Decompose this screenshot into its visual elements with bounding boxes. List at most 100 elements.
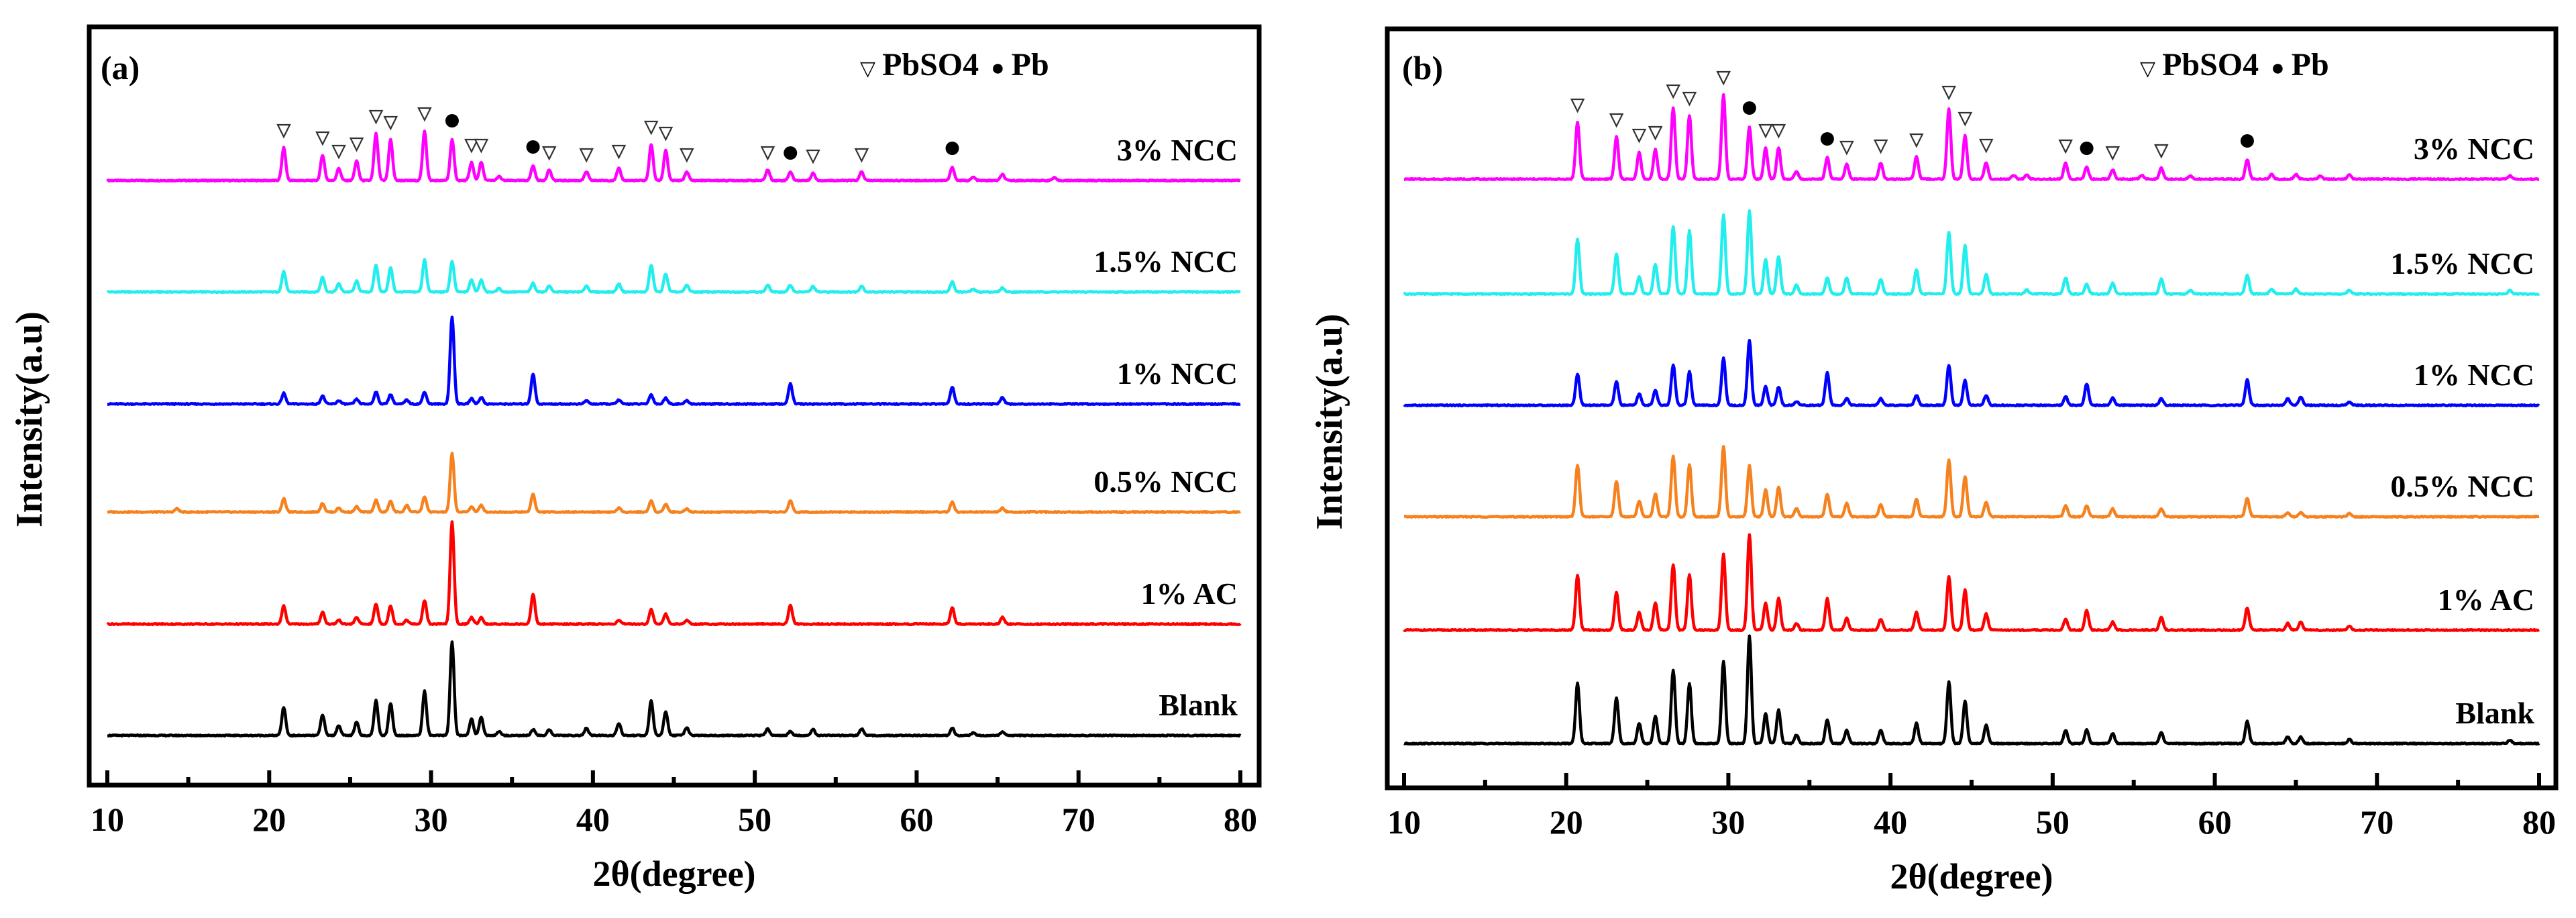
x-tick-label: 10 [91,801,124,838]
pbso4-marker-icon [806,149,820,164]
series-label: 3% NCC [2414,132,2534,166]
pbso4-marker-icon [1771,123,1786,139]
pbso4-marker-icon [1957,111,1973,127]
pb-marker-icon [526,140,540,154]
pbso4-marker-icon [760,146,775,161]
pbso4-marker-icon [2154,144,2169,159]
pbso4-marker-icon [680,148,694,163]
plot-frame [87,24,1262,788]
x-tick-label: 40 [1874,803,1907,841]
x-tick-label: 20 [1550,803,1583,841]
legend-triangle-icon: ▽ [2140,58,2155,80]
pbso4-marker-icon [474,138,489,154]
panel-b: 10 20 30 40 50 60 70 80 2θ(degree) Intensity(a.u)… [1309,26,2559,897]
pbso4-marker-icon [658,126,674,142]
series-label: 1% AC [1141,576,1238,611]
legend-label: PbSO4 [2162,47,2259,83]
pbso4-marker-icon [1758,123,1773,139]
pbso4-marker-icon [383,115,398,131]
series-label: 1% NCC [1117,356,1238,391]
pbso4-marker-icon [368,109,384,125]
pbso4-marker-icon [464,138,479,154]
panel-label: (b) [1402,49,1443,87]
legend-label: PbSO4 [882,47,979,83]
pbso4-marker-icon [1666,84,1681,99]
panel-a: 10 20 30 40 50 60 70 80 2θ(degree) Intensity(a.u)… [9,24,1262,894]
pbso4-marker-icon [276,123,291,139]
x-tick-label: 60 [900,801,933,838]
series-line-1-ac [1403,533,2540,633]
series-line-blank [1403,634,2540,746]
x-tick-label: 80 [2522,803,2556,841]
pbso4-marker-icon [1909,133,1924,148]
pbso4-marker-icon [1873,139,1888,154]
pbso4-marker-icon [417,107,432,122]
series-line-1-5-ncc [1403,209,2540,297]
x-tick-label: 80 [1224,801,1257,838]
x-tick-label: 10 [1387,803,1421,841]
x-tick-label: 70 [1062,801,1095,838]
pb-marker-icon [445,114,459,128]
x-tick-label: 60 [2198,803,2232,841]
legend: ▽ PbSO4 ● Pb [2140,47,2329,83]
x-tick-label: 40 [576,801,610,838]
pb-marker-icon [945,142,959,155]
pbso4-marker-icon [1978,138,1994,154]
pbso4-marker-icon [315,131,330,146]
x-tick-label: 50 [2036,803,2070,841]
series-line-1-ac [106,520,1242,627]
pbso4-marker-icon [2105,146,2121,161]
series-line-3-ncc [106,130,1242,183]
series-line-1-ncc [106,315,1242,407]
legend: ▽ PbSO4 ● Pb [860,47,1049,83]
series-line-1-ncc [1403,338,2540,408]
series-label: 0.5% NCC [2390,469,2534,503]
pbso4-marker-icon [2058,139,2073,154]
series-line-0-5-ncc [106,452,1242,515]
pbso4-marker-icon [331,144,346,160]
pbso4-marker-icon [1609,113,1624,128]
pb-marker-icon [784,146,798,160]
pbso4-marker-icon [611,144,627,160]
pb-marker-icon [1820,132,1834,146]
pb-marker-icon [2240,134,2254,148]
x-tick-label: 50 [738,801,771,838]
panel-label: (a) [101,49,140,87]
legend-dot-icon: ● [991,56,1005,81]
series-label: 3% NCC [1117,133,1238,167]
pbso4-marker-icon [1839,140,1854,156]
x-tick-label: 30 [1711,803,1745,841]
pbso4-marker-icon [541,146,557,161]
pbso4-marker-icon [579,148,594,163]
x-axis-label: 2θ(degree) [1890,856,2053,897]
y-axis-label: Intensity(a.u) [1309,313,1350,529]
series-label: 1.5% NCC [1093,244,1238,278]
series-label: Blank [1159,688,1238,722]
series-line-blank [106,640,1242,738]
y-axis-label: Intensity(a.u) [9,311,50,527]
series-label: Blank [2455,696,2534,730]
series-line-1-5-ncc [106,258,1242,295]
pbso4-marker-icon [854,148,869,163]
plot-frame [1385,26,2559,790]
x-tick-label: 30 [415,801,448,838]
legend-label: Pb [1012,47,1049,83]
series-label: 1% NCC [2414,358,2534,392]
legend-label: Pb [2292,47,2329,83]
legend-triangle-icon: ▽ [860,58,875,80]
series-label: 0.5% NCC [1093,464,1238,499]
series-label: 1% AC [2438,582,2534,617]
pbso4-marker-icon [1941,85,1956,101]
pbso4-marker-icon [1682,91,1697,107]
series-label: 1.5% NCC [2390,246,2534,280]
pbso4-marker-icon [1716,70,1731,86]
x-axis-label: 2θ(degree) [592,854,755,894]
series-line-0-5-ncc [1403,445,2540,519]
pbso4-marker-icon [1648,125,1663,141]
pbso4-marker-icon [1631,128,1647,144]
pb-marker-icon [1742,101,1756,115]
x-tick-label: 70 [2360,803,2394,841]
series-line-3-ncc [1403,93,2540,182]
pbso4-marker-icon [1570,98,1585,113]
